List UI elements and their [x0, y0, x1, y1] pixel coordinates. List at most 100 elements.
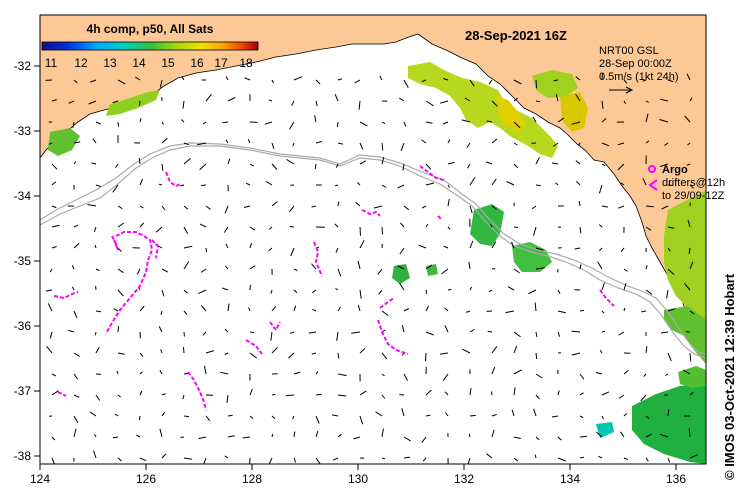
- current-vectors: [45, 73, 699, 464]
- argo-drifter-tracks: [53, 165, 615, 411]
- current-vector: [117, 457, 123, 462]
- current-vector: [643, 373, 647, 377]
- current-vector: [269, 226, 273, 230]
- current-vector: [553, 79, 559, 82]
- current-vector: [557, 457, 566, 462]
- current-vector: [469, 177, 476, 186]
- drifter-marker-icon: [648, 179, 658, 191]
- current-vector: [535, 331, 538, 338]
- current-vector: [112, 184, 119, 193]
- current-vector: [308, 331, 317, 334]
- current-vector: [601, 142, 610, 147]
- current-vector: [686, 73, 691, 81]
- current-vector: [485, 161, 493, 165]
- current-vector: [51, 246, 57, 249]
- current-vector: [535, 352, 538, 360]
- current-vector: [491, 138, 498, 144]
- current-vector: [136, 268, 141, 275]
- current-vector: [689, 454, 699, 459]
- current-vector: [139, 371, 143, 375]
- current-vector: [381, 121, 386, 125]
- current-vector: [531, 205, 537, 210]
- current-vector: [293, 371, 301, 375]
- current-vector: [689, 352, 692, 362]
- current-vector: [535, 79, 538, 89]
- current-vector: [95, 346, 100, 354]
- current-vector: [528, 289, 537, 295]
- current-vector: [180, 184, 185, 187]
- lat-label-33: -33: [14, 124, 32, 138]
- current-vector: [425, 414, 431, 417]
- current-vector: [574, 247, 581, 250]
- current-vector: [112, 436, 119, 439]
- current-vector: [87, 204, 97, 207]
- current-vector: [73, 373, 78, 380]
- current-vector: [117, 121, 120, 127]
- current-vector: [73, 161, 77, 165]
- lon-label-136: 136: [666, 472, 686, 486]
- current-vector: [73, 415, 79, 424]
- current-vector: [439, 100, 449, 104]
- current-vector: [226, 394, 229, 403]
- current-vector: [337, 78, 343, 81]
- current-vector: [359, 239, 365, 249]
- current-vector: [138, 158, 141, 165]
- current-vector: [248, 307, 251, 312]
- current-vector: [155, 226, 163, 233]
- current-vector: [686, 163, 691, 166]
- current-vector: [271, 142, 275, 150]
- current-vector: [511, 241, 515, 249]
- current-vector: [444, 307, 449, 312]
- current-vector: [159, 428, 163, 438]
- current-vector: [247, 139, 251, 144]
- current-vector: [571, 121, 581, 125]
- current-vector: [491, 346, 498, 354]
- current-vector: [95, 121, 101, 125]
- current-vector: [336, 331, 339, 341]
- lon-label-134: 134: [560, 472, 580, 486]
- current-vector: [535, 100, 540, 103]
- current-vector: [575, 93, 581, 102]
- current-vector: [507, 286, 515, 291]
- current-vector: [291, 100, 295, 106]
- current-vector: [425, 163, 432, 170]
- current-vector: [467, 163, 471, 169]
- colorbar-label-17: 17: [214, 56, 228, 70]
- current-vector: [381, 457, 386, 460]
- current-vector: [576, 180, 581, 186]
- current-vector: [425, 264, 433, 270]
- current-vector: [425, 100, 434, 107]
- current-vector: [223, 226, 229, 233]
- current-vector: [205, 93, 212, 102]
- current-vector: [598, 224, 603, 228]
- current-vector: [533, 408, 537, 417]
- current-vector: [469, 414, 476, 417]
- current-vector: [403, 205, 410, 211]
- current-vector: [117, 79, 126, 85]
- current-vector: [285, 394, 295, 397]
- current-vector: [289, 205, 295, 213]
- current-vector: [623, 457, 629, 460]
- current-vector: [533, 226, 537, 236]
- current-vector: [161, 453, 167, 459]
- current-vector: [399, 247, 405, 255]
- current-vector: [161, 121, 164, 125]
- current-vector: [532, 116, 537, 123]
- current-vector: [687, 142, 691, 146]
- current-vector: [601, 310, 605, 314]
- current-vector: [640, 394, 647, 402]
- current-vector: [334, 184, 339, 187]
- current-vector: [623, 369, 629, 375]
- current-vector: [337, 201, 340, 207]
- lon-label-130: 130: [348, 472, 368, 486]
- current-vector: [51, 181, 57, 186]
- current-vector: [400, 142, 405, 152]
- current-vector: [381, 156, 385, 165]
- current-vector: [513, 97, 518, 102]
- current-vector: [159, 79, 163, 88]
- current-vector: [469, 328, 475, 333]
- current-vector: [645, 415, 650, 420]
- current-vector: [579, 392, 584, 396]
- current-vector: [688, 428, 691, 438]
- current-vector: [271, 305, 277, 312]
